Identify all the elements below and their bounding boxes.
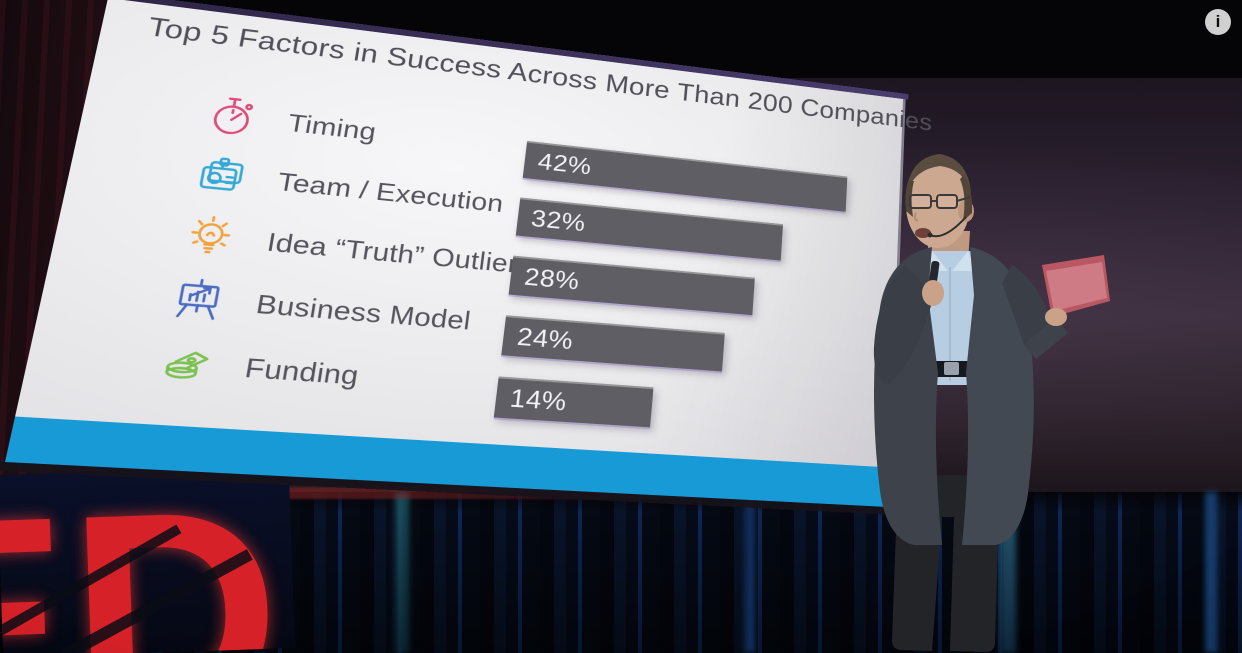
lightbulb-icon xyxy=(178,211,242,262)
factor-row-funding: Funding xyxy=(151,329,363,407)
factor-label: Idea “Truth” Outlier xyxy=(264,227,520,278)
bar-timing: 42% xyxy=(522,140,848,212)
curtain-light-streak xyxy=(1000,492,1016,653)
factor-label: Business Model xyxy=(253,288,473,335)
curtain-light-streak xyxy=(395,492,409,653)
factor-label: Timing xyxy=(285,108,379,146)
bar-value-label: 32% xyxy=(529,203,588,237)
stopwatch-icon xyxy=(202,92,264,142)
bar-team-execution: 32% xyxy=(515,197,784,261)
factor-label: Team / Execution xyxy=(275,167,505,218)
money-icon xyxy=(153,337,219,390)
mic-stand-line xyxy=(0,524,182,640)
curtain-light-streak xyxy=(1205,492,1217,653)
bar-value-label: 42% xyxy=(536,147,594,180)
id-badge-icon xyxy=(190,151,253,202)
bar-funding: 14% xyxy=(493,376,654,428)
ted-logo-sign: ED ED xyxy=(0,464,296,653)
easel-chart-icon xyxy=(166,273,231,325)
video-info-button[interactable]: i xyxy=(1205,9,1231,35)
curtain-light-streak xyxy=(745,492,755,653)
projector-screen-slide: Top 5 Factors in Success Across More Tha… xyxy=(4,0,932,508)
bar-value-label: 14% xyxy=(508,382,569,416)
factor-row-timing: Timing xyxy=(200,84,380,161)
bar-value-label: 28% xyxy=(522,261,582,295)
bar-business-model: 24% xyxy=(501,315,725,372)
factor-label: Funding xyxy=(242,352,361,391)
ted-sign-panel xyxy=(0,464,296,653)
bar-value-label: 24% xyxy=(515,321,575,355)
mic-stand-line xyxy=(60,549,253,653)
bar-idea-truth-outlier: 28% xyxy=(508,255,755,316)
